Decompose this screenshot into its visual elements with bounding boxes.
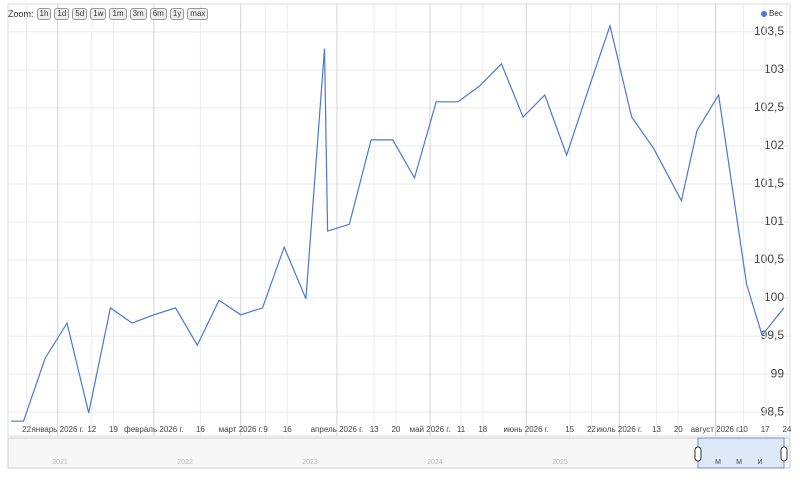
zoom-button[interactable]: 1d <box>54 8 70 20</box>
navigator-selection <box>697 437 785 469</box>
data-line <box>11 23 785 422</box>
x-tick-label: 16 <box>196 425 205 434</box>
x-tick-label: апрель 2026 г. <box>311 425 364 434</box>
navigator-month: М <box>736 459 742 466</box>
navigator-month: И <box>757 459 762 466</box>
x-tick-label: 9 <box>263 425 268 434</box>
zoom-button[interactable]: 5d <box>72 8 88 20</box>
x-tick-label: февраль 2026 г. <box>124 425 183 434</box>
navigator-year: 2024 <box>427 459 443 466</box>
y-tick-label: 101,5 <box>754 176 784 190</box>
x-tick-label: январь 2026 г. <box>31 425 83 434</box>
x-tick-label: 24 <box>782 425 791 434</box>
x-tick-label: 20 <box>391 425 400 434</box>
navigator-year: 2023 <box>302 459 318 466</box>
x-tick-label: 13 <box>652 425 661 434</box>
navigator-year: 2022 <box>177 459 193 466</box>
y-tick-label: 98,5 <box>761 404 785 418</box>
y-tick-label: 102 <box>764 138 784 152</box>
navigator-month: М <box>715 459 721 466</box>
x-tick-label: 22 <box>587 425 596 434</box>
y-tick-label: 103,5 <box>754 24 784 38</box>
x-tick-label: 19 <box>109 425 118 434</box>
navigator-handle[interactable] <box>780 446 788 462</box>
x-tick-label: март 2026 г. <box>219 425 263 434</box>
y-tick-label: 100 <box>764 290 784 304</box>
zoom-button[interactable]: 6m <box>149 8 167 20</box>
x-tick-label: июнь 2026 г. <box>503 425 548 434</box>
legend-marker <box>761 11 767 17</box>
navigator-year: 2021 <box>52 459 68 466</box>
zoom-button[interactable]: 1m <box>109 8 127 20</box>
y-tick-label: 99 <box>771 366 785 380</box>
legend-label: Вес <box>769 9 783 18</box>
y-tick-label: 99,5 <box>761 328 785 342</box>
zoom-button[interactable]: 1y <box>169 8 185 20</box>
zoom-button[interactable]: 1h <box>36 8 52 20</box>
x-tick-label: 11 <box>457 425 466 434</box>
zoom-label: Zoom: <box>8 9 34 19</box>
plot-frame <box>7 3 791 437</box>
navigator <box>7 437 791 469</box>
x-tick-label: 12 <box>87 425 96 434</box>
x-tick-label: август 2026 г. <box>691 425 741 434</box>
y-tick-label: 101 <box>764 214 784 228</box>
x-tick-label: 18 <box>478 425 487 434</box>
x-tick-label: 15 <box>565 425 574 434</box>
x-tick-label: 10 <box>739 425 748 434</box>
x-tick-label: 20 <box>674 425 683 434</box>
zoom-button[interactable]: 3m <box>129 8 147 20</box>
x-tick-label: 13 <box>370 425 379 434</box>
x-tick-label: май 2026 г. <box>410 425 451 434</box>
x-tick-label: июль 2026 г. <box>597 425 643 434</box>
y-tick-label: 100,5 <box>754 252 784 266</box>
zoom-button[interactable]: max <box>187 8 209 20</box>
x-tick-label: 16 <box>283 425 292 434</box>
navigator-year: 2025 <box>552 459 568 466</box>
x-tick-label: 22 <box>22 425 31 434</box>
y-tick-label: 102,5 <box>754 100 784 114</box>
x-tick-label: 17 <box>761 425 770 434</box>
zoom-button[interactable]: 1w <box>90 8 107 20</box>
y-tick-label: 103 <box>764 62 784 76</box>
zoom-bar: Zoom: 1h 1d 5d 1w 1m 3m 6m 1y max <box>8 8 209 20</box>
navigator-handle[interactable] <box>694 446 702 462</box>
